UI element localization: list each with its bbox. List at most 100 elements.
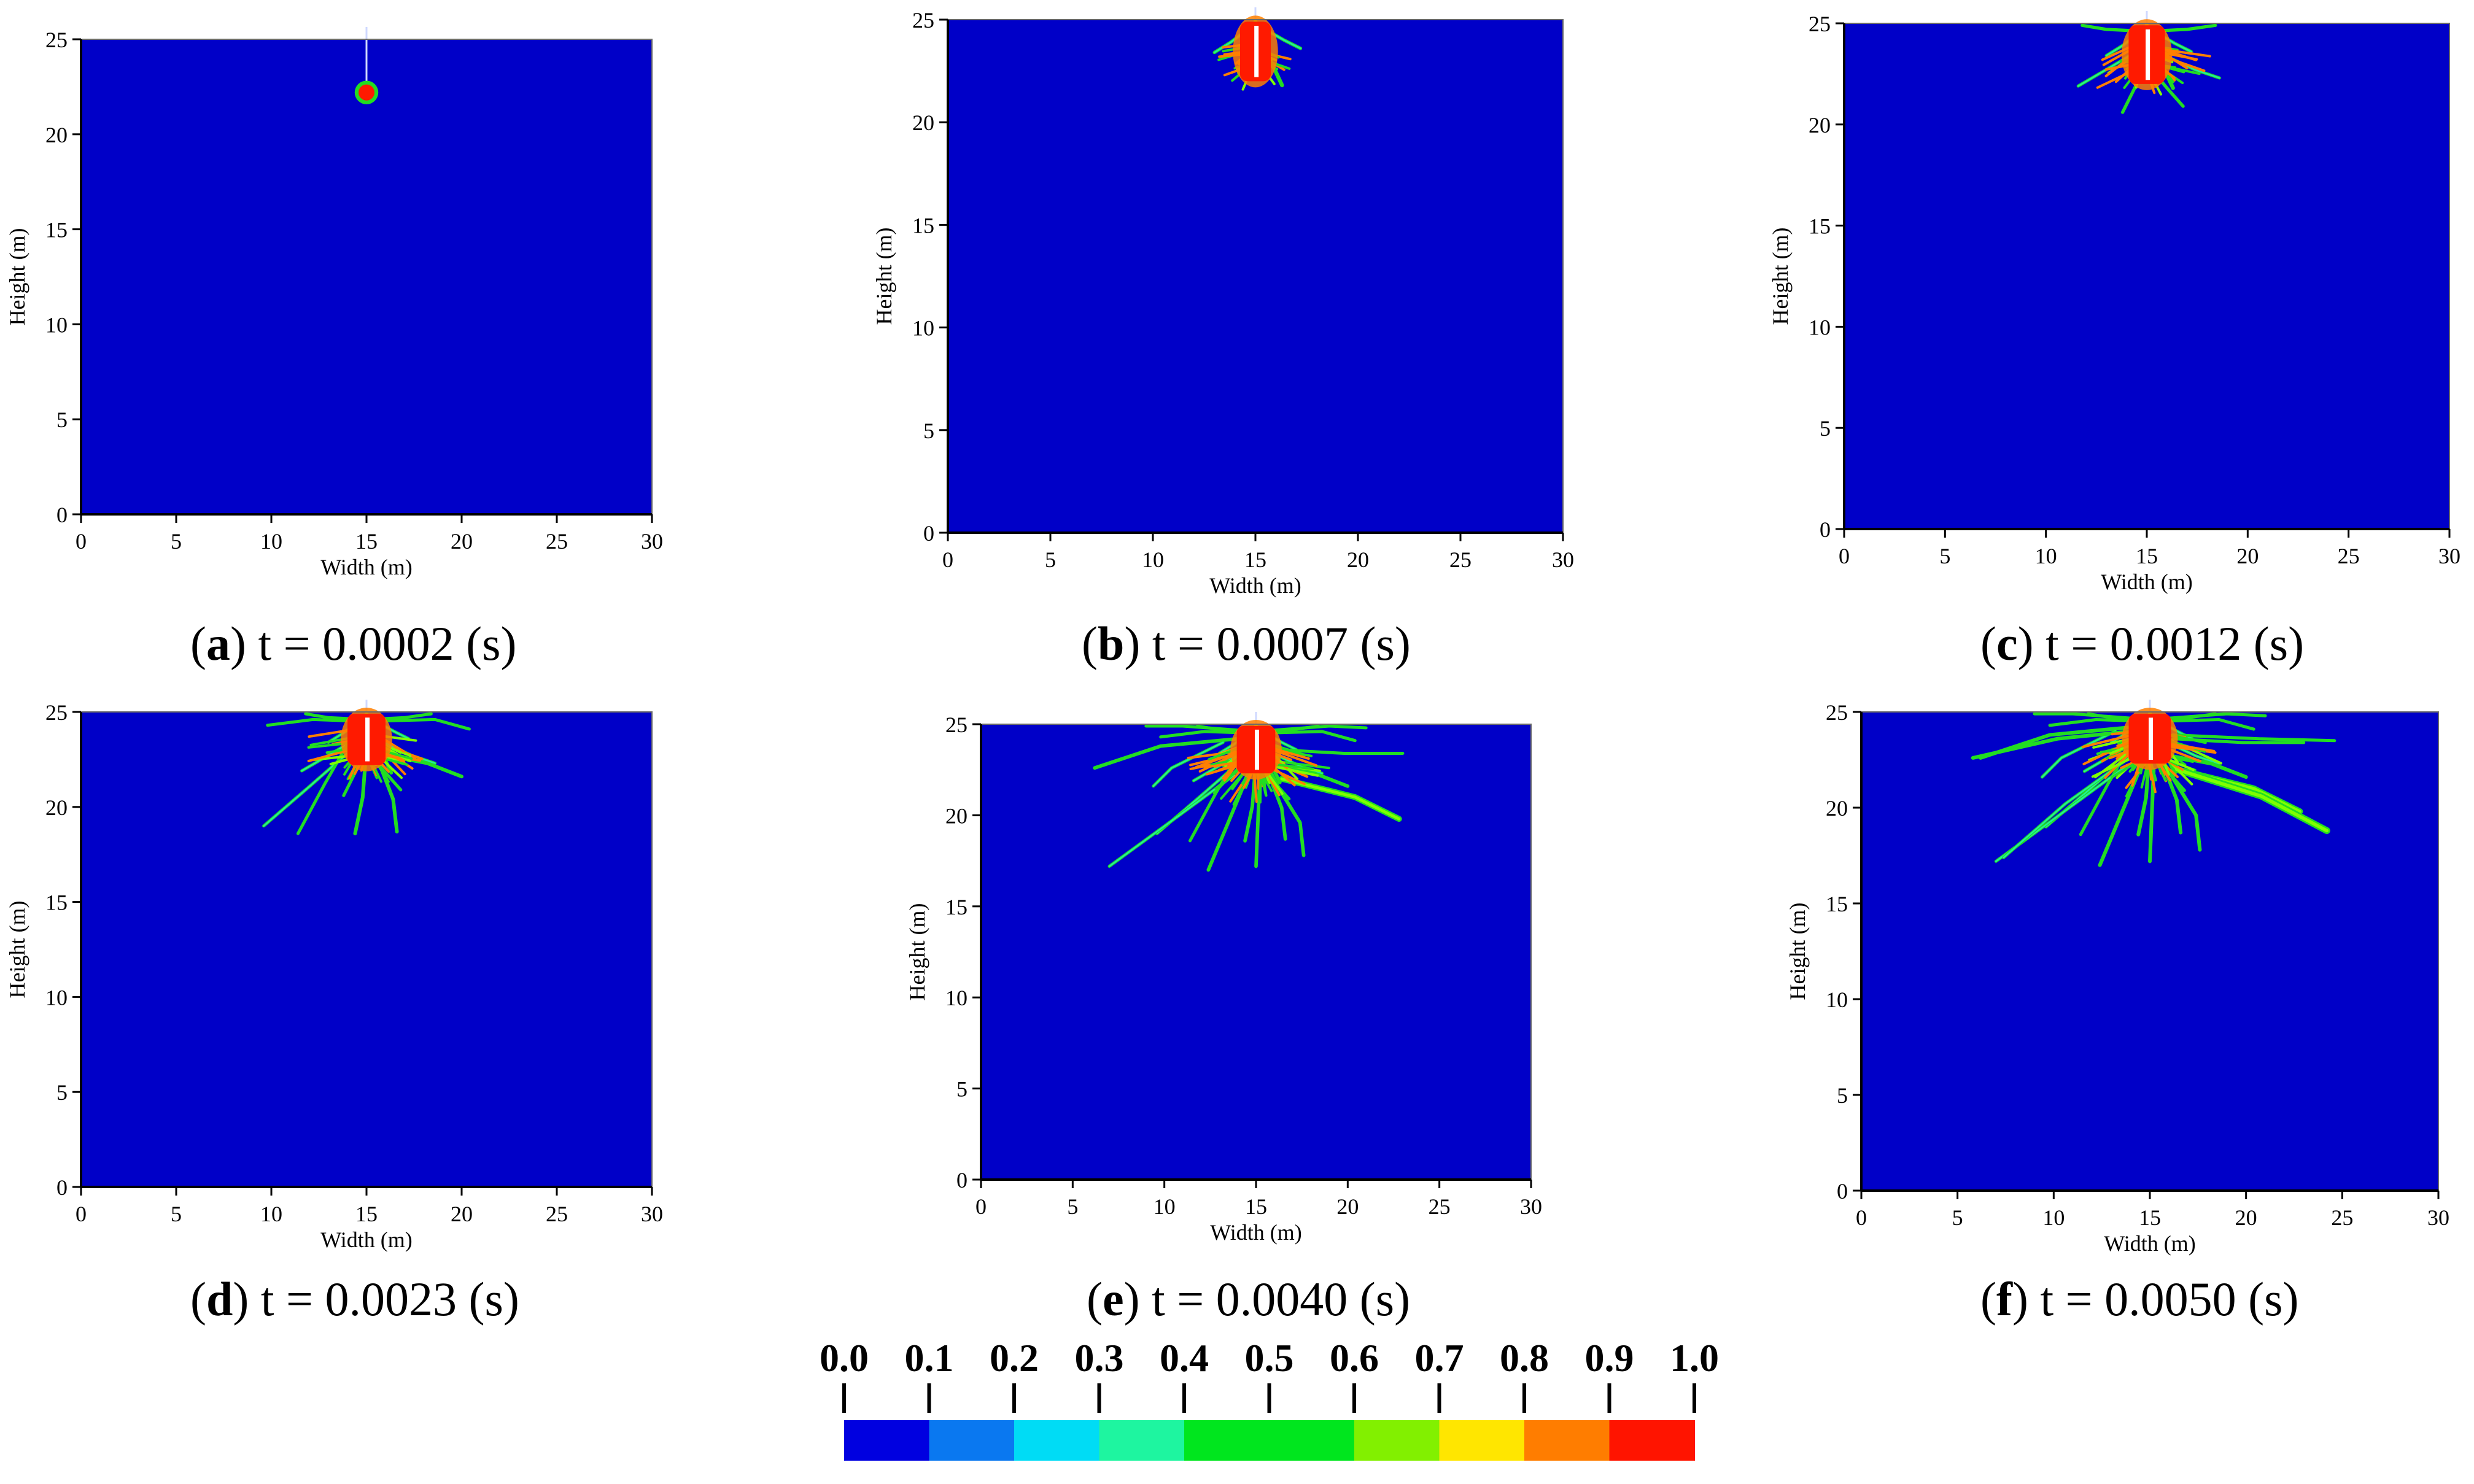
x-tick-label-a-5: 25	[546, 529, 568, 554]
caption-paren-close: )	[1124, 617, 1152, 670]
x-tick-label-b-3: 15	[1244, 547, 1266, 572]
caption-letter: c	[1996, 617, 2018, 670]
crack-core-e-24	[1145, 725, 1257, 733]
x-axis-label-c: Width (m)	[2101, 570, 2193, 594]
x-tick-label-f-5: 25	[2331, 1205, 2353, 1230]
y-tick-label-f-0: 0	[1837, 1179, 1848, 1204]
y-tick-label-e-2: 10	[945, 986, 967, 1010]
caption-c: (c) t = 0.0012 (s)	[1980, 616, 2304, 671]
caption-paren-open: (	[1082, 617, 1098, 670]
y-tick-label-e-0: 0	[956, 1168, 967, 1192]
y-axis-label-a: Height (m)	[5, 228, 29, 326]
colorbar-segment-0	[844, 1420, 930, 1461]
x-tick-label-d-6: 30	[641, 1202, 663, 1226]
crack-core-e-25	[1255, 725, 1367, 733]
x-axis-label-e: Width (m)	[1210, 1220, 1302, 1245]
colorbar-segment-4	[1184, 1420, 1355, 1461]
x-tick-label-d-2: 10	[260, 1202, 282, 1226]
caption-time: t = 0.0040 (s)	[1152, 1272, 1411, 1326]
crack-core-f-30	[2172, 734, 2336, 742]
colorbar-label-10: 1.0	[1670, 1336, 1719, 1380]
x-tick-label-d-4: 20	[451, 1202, 473, 1226]
crack-core-f-11	[2160, 753, 2247, 778]
colorbar-segment-1	[929, 1420, 1015, 1461]
x-axis-label-d: Width (m)	[320, 1227, 413, 1252]
y-tick-label-c-5: 25	[1809, 12, 1831, 36]
colorbar-segment-3	[1099, 1420, 1185, 1461]
y-axis-label-c: Height (m)	[1768, 228, 1793, 325]
y-tick-label-c-2: 10	[1809, 315, 1831, 339]
crack-core-e-18	[1093, 738, 1239, 769]
colorbar-label-1: 0.1	[905, 1336, 954, 1380]
x-tick-label-e-0: 0	[975, 1194, 987, 1219]
y-axis-label-d: Height (m)	[5, 901, 29, 999]
x-tick-label-d-0: 0	[76, 1202, 87, 1226]
y-tick-label-a-5: 25	[45, 28, 68, 52]
y-tick-label-d-4: 20	[45, 795, 68, 820]
x-tick-label-f-2: 10	[2042, 1205, 2065, 1230]
caption-paren-close: )	[2017, 617, 2046, 670]
colorbar-label-4: 0.4	[1160, 1336, 1209, 1380]
crack-core-f-28	[1972, 730, 2136, 759]
colorbar-segment-7	[1524, 1420, 1610, 1461]
x-tick-label-b-2: 10	[1142, 547, 1164, 572]
y-tick-label-b-2: 10	[912, 316, 934, 341]
x-tick-label-c-2: 10	[2035, 544, 2057, 568]
x-tick-label-c-3: 15	[2136, 544, 2158, 568]
x-tick-label-c-1: 5	[1939, 544, 1950, 568]
x-tick-label-a-3: 15	[355, 529, 378, 554]
caption-d: (d) t = 0.0023 (s)	[190, 1272, 519, 1327]
crack-core-f-24	[2033, 713, 2151, 721]
caption-b: (b) t = 0.0007 (s)	[1082, 616, 1411, 671]
crack-core-d-13	[373, 749, 398, 833]
crack-core-f-26	[2041, 730, 2116, 778]
crack-core-e-20	[1277, 749, 1404, 754]
x-tick-label-e-2: 10	[1154, 1194, 1176, 1219]
caption-f: (f) t = 0.0050 (s)	[1980, 1272, 2298, 1327]
x-tick-label-d-5: 25	[546, 1202, 568, 1226]
panel-c: 0 5 10 15 20 25 30 0 5 10 15 20 25 Width (m) Height (m…	[1768, 11, 2460, 594]
caption-time: t = 0.0007 (s)	[1152, 617, 1411, 670]
caption-paren-open: (	[190, 1272, 206, 1326]
colorbar-segment-2	[1014, 1420, 1100, 1461]
x-tick-label-e-4: 20	[1336, 1194, 1359, 1219]
crack-core-f-23	[2164, 764, 2201, 851]
crack-core-e-16	[1255, 730, 1356, 741]
colorbar-segment-6	[1439, 1420, 1525, 1461]
panel-a: 0 5 10 15 20 25 30 0 5 10 15 20 25 Width (m) Height (m…	[5, 27, 663, 579]
caption-letter: d	[206, 1272, 233, 1326]
y-axis-label-e: Height (m)	[905, 903, 929, 1001]
x-tick-label-b-1: 5	[1045, 547, 1056, 572]
y-tick-label-b-0: 0	[923, 521, 934, 546]
damage-core-inner-a	[358, 84, 375, 101]
colorbar: 0.0 0.1 0.2 0.3 0.4 0.5 0.6 0.7 0.8 0.9 1.0	[820, 1336, 1719, 1461]
x-tick-label-f-6: 30	[2427, 1205, 2449, 1230]
colorbar-label-2: 0.2	[990, 1336, 1039, 1380]
colorbar-segment-5	[1354, 1420, 1440, 1461]
caption-time: t = 0.0012 (s)	[2046, 617, 2305, 670]
crack-core-f-25	[2149, 713, 2267, 721]
y-tick-label-c-1: 5	[1820, 416, 1831, 441]
colorbar-label-6: 0.6	[1330, 1336, 1379, 1380]
x-axis-label-a: Width (m)	[320, 555, 413, 579]
x-tick-label-f-0: 0	[1856, 1205, 1867, 1230]
x-tick-label-c-0: 0	[1839, 544, 1850, 568]
caption-time: t = 0.0023 (s)	[260, 1272, 519, 1326]
x-axis-label-f: Width (m)	[2104, 1231, 2196, 1256]
caption-letter: a	[206, 617, 230, 670]
damage-field-c	[1844, 23, 2449, 529]
x-tick-label-a-1: 5	[171, 529, 182, 554]
caption-paren-open: (	[1980, 1272, 1996, 1326]
damage-field-a	[81, 39, 652, 514]
panel-f: 0 5 10 15 20 25 30 0 5 10 15 20 25 Width (m) Height (m…	[1785, 700, 2449, 1256]
x-tick-label-f-1: 5	[1952, 1205, 1963, 1230]
y-tick-label-d-5: 25	[45, 700, 68, 725]
crack-core-e-22	[1255, 778, 1261, 867]
damage-field-f	[1861, 712, 2438, 1191]
y-tick-label-a-2: 10	[45, 312, 68, 337]
y-tick-label-c-0: 0	[1820, 517, 1831, 542]
y-tick-label-f-1: 5	[1837, 1083, 1848, 1108]
y-tick-label-b-4: 20	[912, 110, 934, 135]
caption-letter: b	[1097, 617, 1125, 670]
